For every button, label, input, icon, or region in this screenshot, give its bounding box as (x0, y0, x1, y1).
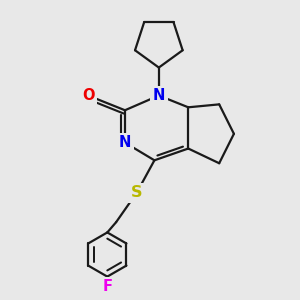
Text: S: S (131, 185, 142, 200)
Text: F: F (102, 279, 112, 294)
Text: N: N (153, 88, 165, 103)
Text: O: O (82, 88, 94, 103)
Text: N: N (119, 135, 131, 150)
